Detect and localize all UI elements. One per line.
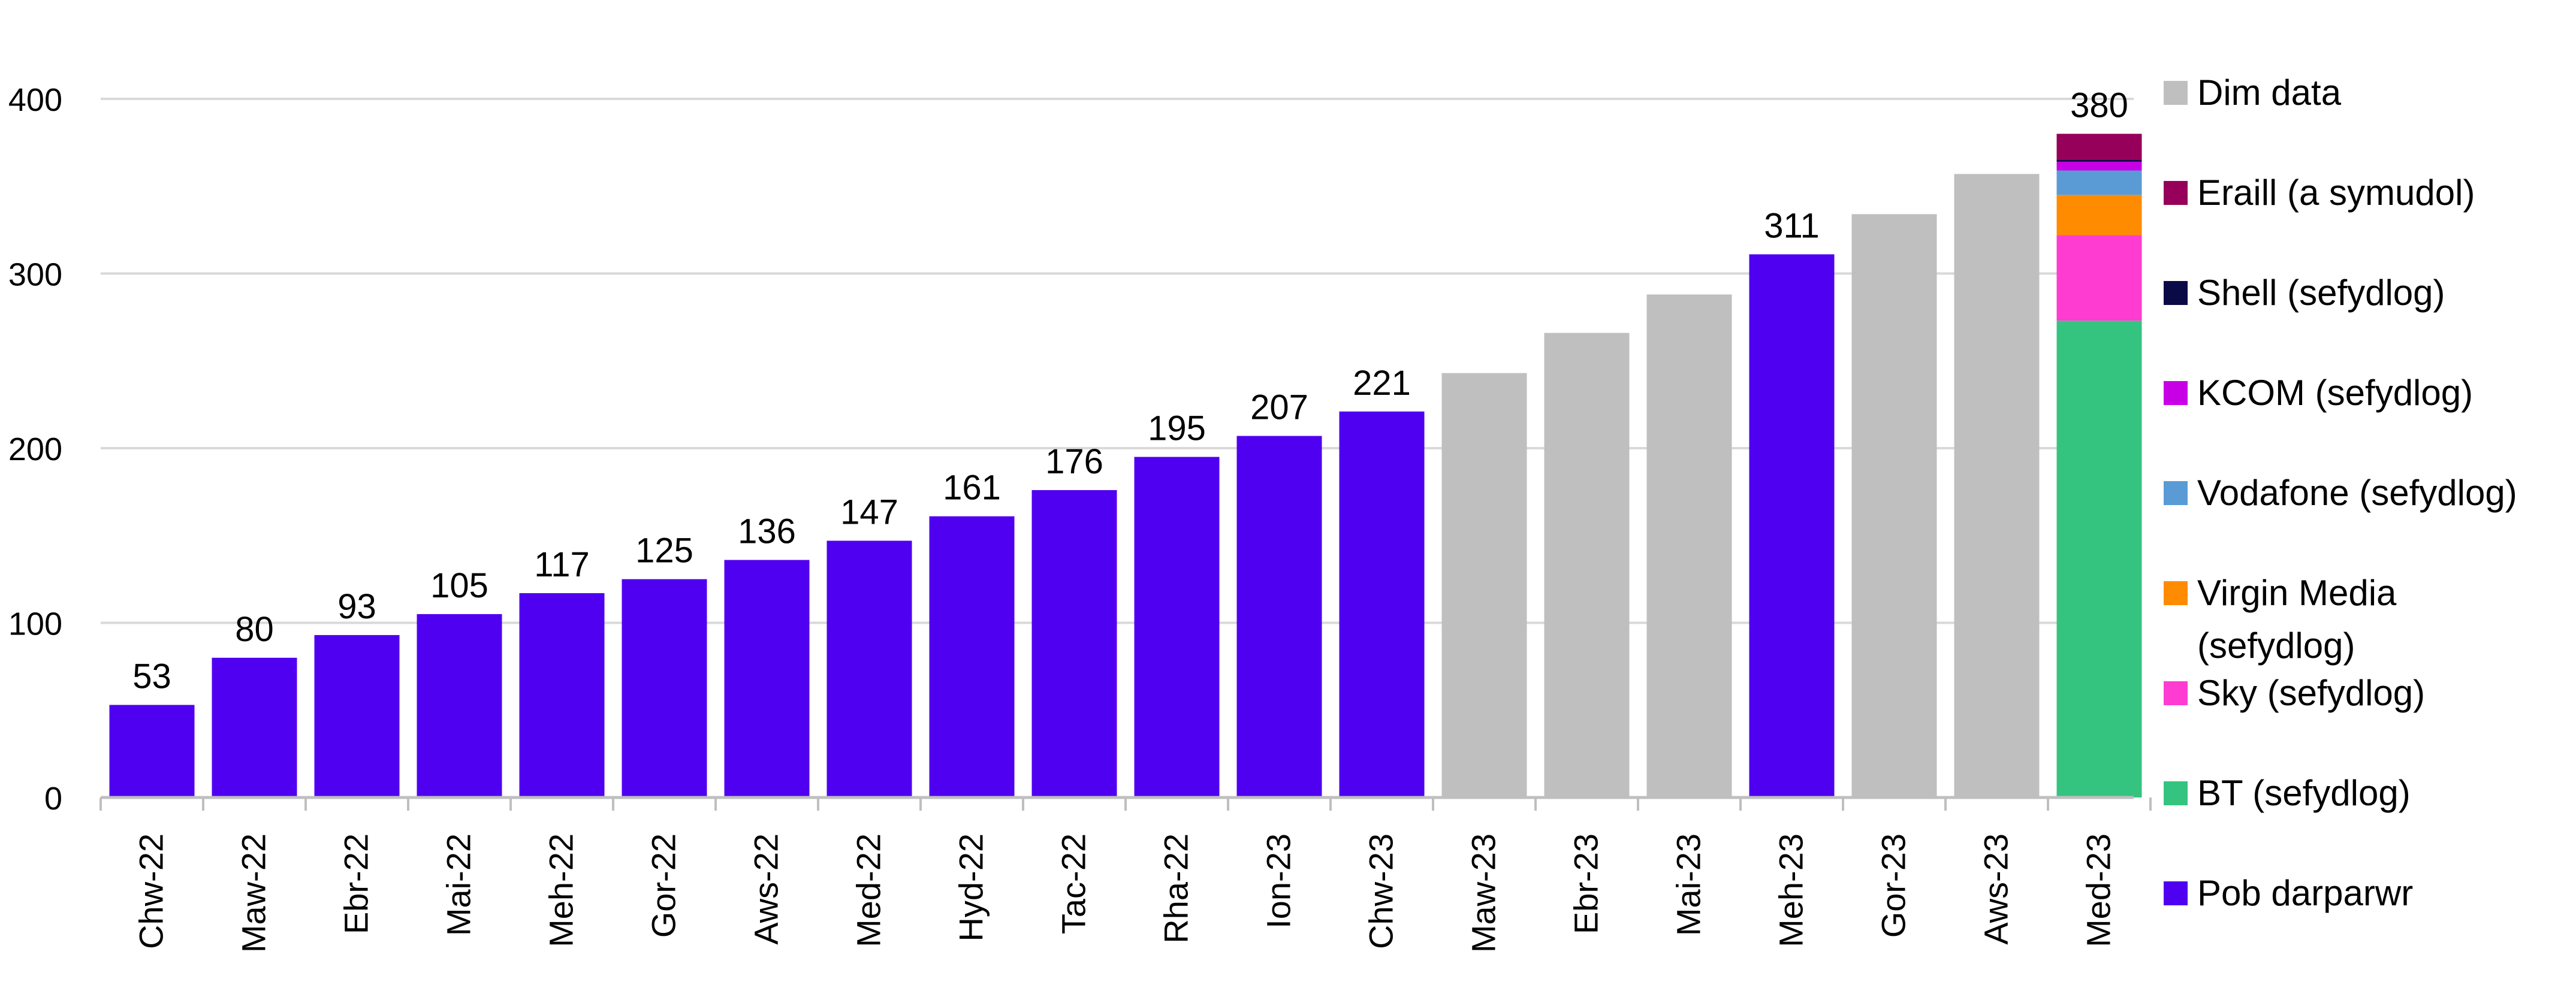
legend-swatch	[2164, 381, 2188, 405]
data-labels: 53 80 93 105 117 125 136 147 161 176 195 207 221 311 3…	[132, 86, 2128, 696]
data-label: 80	[235, 610, 274, 649]
x-tick-label: Ion-23	[1260, 833, 1298, 929]
y-tick-label: 200	[8, 431, 62, 467]
bar-maw-23-dim-data	[1441, 373, 1527, 797]
bar-rha-22-pob-darparwr	[1134, 457, 1220, 797]
x-tick-label: Aws-22	[747, 833, 785, 945]
x-tick-label: Mai-22	[440, 833, 478, 936]
bar-aws-23-dim-data	[1954, 174, 2040, 798]
bar-mai-23-dim-data	[1646, 294, 1732, 798]
legend-label: BT (sefydlog)	[2197, 773, 2411, 813]
bar-med-23-kcom-sefydlog	[2056, 161, 2142, 171]
x-tick-label: Med-22	[850, 833, 888, 947]
legend-swatch	[2164, 481, 2188, 505]
data-label: 161	[943, 469, 1001, 507]
bar-ion-23-pob-darparwr	[1236, 436, 1322, 797]
data-label: 117	[534, 545, 589, 584]
data-label: 105	[430, 566, 488, 605]
data-label: 380	[2070, 86, 2128, 125]
bar-ebr-22-pob-darparwr	[314, 635, 400, 797]
bar-mai-22-pob-darparwr	[417, 614, 502, 797]
data-label: 53	[132, 657, 171, 696]
bar-gor-23-dim-data	[1851, 214, 1937, 797]
bar-med-23-virgin-media-sefydlog	[2056, 195, 2142, 235]
legend-swatch	[2164, 581, 2188, 605]
x-tick-label: Maw-22	[235, 833, 273, 953]
data-label: 93	[337, 587, 376, 626]
x-tick-label: Maw-23	[1465, 833, 1503, 953]
axes: 0 100 200 300 400 Chw-22 Maw-22 Ebr-22 Mai-22 Meh…	[8, 82, 2152, 953]
x-tick-label: Hyd-22	[952, 833, 990, 942]
data-label: 195	[1148, 409, 1206, 448]
x-tick-label: Med-23	[2080, 833, 2117, 947]
bar-hyd-22-pob-darparwr	[929, 516, 1015, 797]
bar-med-23-sky-sefydlog	[2056, 235, 2142, 321]
data-label: 125	[635, 531, 693, 570]
bar-meh-22-pob-darparwr	[519, 593, 605, 797]
legend-label: Eraill (a symudol)	[2197, 173, 2475, 213]
x-tick-label: Gor-23	[1875, 833, 1913, 938]
bar-med-23-vodafone-sefydlog	[2056, 170, 2142, 195]
data-label: 311	[1764, 206, 1819, 245]
x-tick-label: Ebr-23	[1567, 833, 1605, 934]
legend-label: Virgin Media (sefydlog)	[2197, 573, 2397, 666]
bar-maw-22-pob-darparwr	[212, 657, 297, 797]
x-tick-label: Aws-23	[1977, 833, 2015, 945]
bar-ebr-23-dim-data	[1544, 333, 1630, 797]
legend-swatch	[2164, 181, 2188, 205]
legend-label: Vodafone (sefydlog)	[2197, 473, 2517, 513]
legend-label: Shell (sefydlog)	[2197, 273, 2445, 313]
bar-chw-23-pob-darparwr	[1339, 411, 1425, 797]
x-tick-label: Meh-22	[542, 833, 580, 947]
legend-label: Sky (sefydlog)	[2197, 673, 2425, 713]
x-tick-label: Chw-22	[132, 833, 170, 949]
bar-gor-22-pob-darparwr	[622, 579, 707, 797]
data-label: 176	[1045, 442, 1103, 481]
legend-label: Dim data	[2197, 72, 2342, 113]
x-tick-label: Ebr-22	[337, 833, 375, 934]
x-tick-label: Rha-22	[1157, 833, 1195, 944]
bar-meh-23-pob-darparwr	[1749, 254, 1835, 797]
bar-tac-22-pob-darparwr	[1031, 490, 1117, 797]
legend-swatch	[2164, 681, 2188, 705]
legend-swatch	[2164, 881, 2188, 905]
bar-med-23-bt-sefydlog	[2056, 321, 2142, 797]
data-label: 136	[738, 512, 796, 551]
legend-label: Pob darparwr	[2197, 873, 2413, 913]
bar-med-23-shell-sefydlog	[2056, 160, 2142, 162]
y-tick-label: 0	[44, 781, 62, 817]
x-tick-label: Chw-23	[1362, 833, 1400, 949]
bar-med-22-pob-darparwr	[827, 540, 912, 797]
bar-chw-22-pob-darparwr	[109, 705, 195, 797]
bar-med-23-eraill-a-symudol	[2056, 134, 2142, 161]
x-tick-label: Tac-22	[1055, 833, 1093, 934]
x-tick-label: Mai-23	[1670, 833, 1708, 936]
data-label: 147	[840, 493, 898, 531]
bars	[109, 134, 2142, 798]
legend-label: KCOM (sefydlog)	[2197, 373, 2473, 413]
y-tick-label: 400	[8, 82, 62, 118]
legend: Dim data Eraill (a symudol) Shell (sefydlo…	[2164, 72, 2517, 913]
bar-aws-22-pob-darparwr	[724, 560, 810, 797]
legend-swatch	[2164, 281, 2188, 305]
y-tick-label: 100	[8, 606, 62, 642]
legend-swatch	[2164, 81, 2188, 105]
y-tick-label: 300	[8, 257, 62, 293]
legend-swatch	[2164, 781, 2188, 805]
x-tick-label: Gor-22	[645, 833, 683, 938]
x-tick-label: Meh-23	[1772, 833, 1810, 947]
data-label: 221	[1353, 364, 1411, 403]
data-label: 207	[1250, 388, 1308, 427]
